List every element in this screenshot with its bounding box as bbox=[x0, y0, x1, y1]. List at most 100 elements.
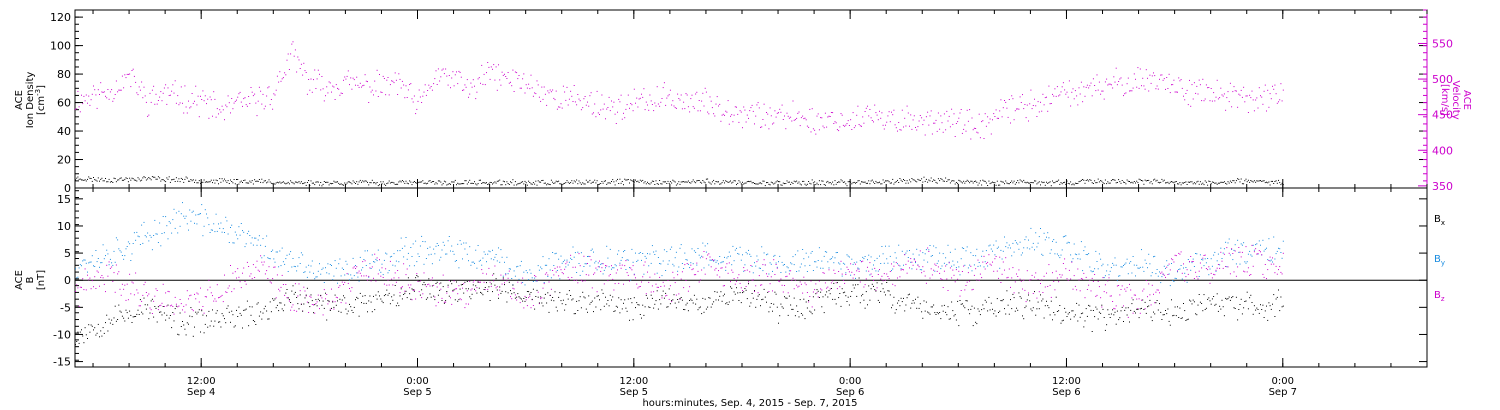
velocity-point bbox=[291, 43, 293, 45]
bx-point bbox=[457, 300, 459, 302]
bx-point bbox=[417, 276, 419, 278]
by-point bbox=[995, 240, 997, 242]
density-point bbox=[1085, 180, 1087, 181]
bz-point bbox=[976, 279, 978, 281]
density-point bbox=[1183, 182, 1184, 184]
bz-point bbox=[1162, 273, 1164, 275]
bz-point bbox=[138, 305, 140, 307]
velocity-point bbox=[109, 91, 111, 93]
bz-point bbox=[537, 291, 539, 293]
bz-point bbox=[1078, 279, 1080, 281]
velocity-point bbox=[728, 123, 730, 125]
bz-point bbox=[1104, 284, 1106, 286]
by-point bbox=[143, 221, 145, 223]
bz-point bbox=[79, 286, 81, 288]
bz-point bbox=[662, 281, 664, 283]
by-point bbox=[227, 233, 229, 235]
bz-point bbox=[142, 294, 144, 296]
bz-point bbox=[600, 270, 602, 272]
by-point bbox=[214, 231, 216, 233]
bz-point bbox=[94, 276, 96, 278]
density-point bbox=[970, 180, 972, 182]
density-point bbox=[921, 178, 923, 180]
velocity-point bbox=[699, 110, 701, 112]
velocity-point bbox=[451, 77, 453, 79]
density-point bbox=[459, 183, 461, 185]
by-point bbox=[173, 208, 175, 210]
bz-point bbox=[671, 301, 673, 303]
by-point bbox=[481, 264, 483, 266]
by-point bbox=[421, 235, 423, 237]
bz-point bbox=[96, 270, 98, 272]
bz-point bbox=[1273, 263, 1275, 265]
bx-point bbox=[877, 299, 879, 301]
density-point bbox=[456, 184, 457, 186]
by-point bbox=[480, 259, 481, 261]
velocity-point bbox=[530, 74, 532, 76]
by-point bbox=[400, 237, 402, 239]
velocity-point bbox=[379, 74, 380, 75]
density-point bbox=[276, 181, 278, 183]
bx-point bbox=[119, 310, 121, 312]
by-point bbox=[100, 262, 102, 264]
bx-point bbox=[125, 309, 127, 311]
bx-point bbox=[1043, 317, 1045, 319]
by-point bbox=[478, 260, 480, 262]
density-point bbox=[602, 182, 604, 184]
density-point bbox=[160, 180, 162, 182]
bz-point bbox=[1143, 288, 1145, 290]
density-point bbox=[352, 180, 354, 182]
velocity-point bbox=[590, 92, 592, 94]
velocity-point bbox=[130, 86, 132, 88]
bz-point bbox=[1204, 254, 1206, 256]
bx-point bbox=[212, 309, 213, 311]
velocity-point bbox=[399, 78, 401, 80]
bz-point bbox=[1251, 244, 1253, 246]
bz-point bbox=[347, 282, 349, 284]
bx-point bbox=[865, 291, 867, 293]
bz-point bbox=[1084, 297, 1086, 299]
velocity-point bbox=[690, 98, 692, 100]
bx-point bbox=[102, 327, 104, 329]
bx-point bbox=[787, 314, 789, 316]
density-point bbox=[886, 180, 888, 182]
by-point bbox=[585, 263, 587, 265]
bx-point bbox=[306, 287, 308, 289]
density-point bbox=[1065, 183, 1067, 185]
bx-point bbox=[889, 294, 891, 296]
by-point bbox=[1036, 246, 1038, 248]
by-point bbox=[147, 232, 149, 234]
bz-point bbox=[1072, 288, 1074, 290]
by-point bbox=[1193, 266, 1195, 267]
velocity-point bbox=[331, 91, 332, 93]
by-point bbox=[680, 244, 682, 246]
velocity-point bbox=[1055, 95, 1057, 97]
bz-point bbox=[559, 266, 561, 268]
by-point bbox=[731, 264, 733, 266]
bx-point bbox=[852, 284, 854, 286]
density-point bbox=[638, 181, 640, 183]
bz-point bbox=[1202, 257, 1204, 259]
bx-point bbox=[465, 288, 467, 290]
bx-point bbox=[982, 304, 984, 306]
velocity-point bbox=[400, 87, 402, 89]
bx-point bbox=[450, 280, 451, 282]
density-point bbox=[719, 183, 721, 185]
by-point bbox=[1225, 241, 1227, 243]
bz-point bbox=[1053, 280, 1055, 282]
velocity-point bbox=[155, 93, 157, 95]
density-point bbox=[1155, 180, 1157, 182]
velocity-point bbox=[143, 86, 145, 88]
velocity-point bbox=[1166, 77, 1168, 78]
by-point bbox=[83, 259, 85, 261]
density-point bbox=[791, 181, 793, 183]
velocity-point bbox=[547, 90, 549, 92]
bx-point bbox=[452, 289, 454, 291]
density-point bbox=[439, 180, 441, 182]
bz-point bbox=[1222, 267, 1224, 269]
by-point bbox=[724, 256, 725, 258]
bz-point bbox=[275, 297, 277, 299]
density-point bbox=[496, 180, 498, 182]
bz-point bbox=[579, 265, 581, 267]
